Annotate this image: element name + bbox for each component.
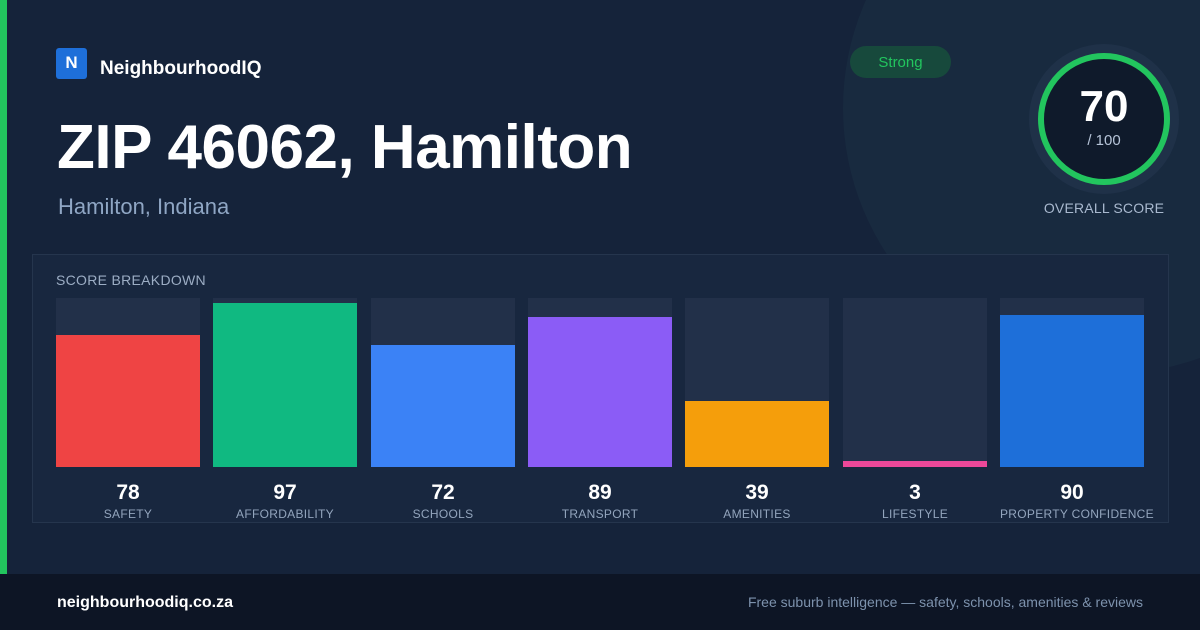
score-bar-transport: 89 TRANSPORT [528, 298, 672, 521]
footer-tagline: Free suburb intelligence — safety, schoo… [747, 594, 1143, 610]
bar-fill [528, 317, 672, 467]
bar-track [843, 298, 987, 467]
footer-url[interactable]: neighbourhoodiq.co.za [57, 594, 233, 611]
share-card: N NeighbourhoodIQ ZIP 46062, Hamilton Ha… [0, 0, 1179, 574]
score-bar-property-confidence: 90 PROPERTY CONFIDENCE [1000, 298, 1154, 521]
score-breakdown-title: SCORE BREAKDOWN [56, 272, 206, 288]
bar-value: 90 [1060, 481, 1084, 504]
bar-track [213, 298, 357, 467]
overall-score-ring [1029, 44, 1179, 194]
brand-name: NeighbourhoodIQ [100, 58, 262, 79]
bar-fill [685, 401, 829, 467]
bar-value: 39 [745, 481, 769, 504]
score-bar-safety: 78 SAFETY [56, 298, 200, 521]
score-bar-affordability: 97 AFFORDABILITY [213, 298, 357, 521]
bar-fill [371, 345, 515, 467]
page-subtitle: Hamilton, Indiana [58, 194, 230, 219]
status-badge: Strong [850, 46, 951, 78]
score-bar-lifestyle: 3 LIFESTYLE [843, 298, 987, 521]
bar-value: 3 [909, 481, 921, 504]
bar-track [685, 298, 829, 467]
score-bar-schools: 72 SCHOOLS [371, 298, 515, 521]
bar-value: 89 [588, 481, 612, 504]
bar-label: AMENITIES [723, 507, 791, 521]
bar-track [528, 298, 672, 467]
bar-fill [213, 303, 357, 467]
brand: N NeighbourhoodIQ [56, 46, 261, 80]
footer: neighbourhoodiq.co.za Free suburb intell… [0, 574, 1200, 630]
bar-fill [843, 461, 987, 467]
overall-score-value: 70 [1079, 82, 1129, 131]
bar-value: 97 [273, 481, 297, 504]
bar-label: SAFETY [103, 507, 153, 521]
bar-fill [56, 335, 200, 467]
bar-track [371, 298, 515, 467]
bar-value: 78 [116, 481, 140, 504]
bar-label: SCHOOLS [412, 507, 474, 521]
score-breakdown-panel: SCORE BREAKDOWN 78 SAFETY 97 AFFORDABILITY 7… [32, 254, 1169, 523]
bar-fill [1000, 315, 1144, 467]
brand-logo-icon: N [56, 47, 87, 79]
score-ring-arc [1038, 53, 1170, 185]
overall-score-label: OVERALL SCORE [1043, 200, 1165, 216]
bar-label: TRANSPORT [561, 507, 639, 521]
bar-label: PROPERTY CONFIDENCE [1000, 507, 1154, 521]
bar-label: LIFESTYLE [881, 507, 949, 521]
bar-label: AFFORDABILITY [236, 507, 334, 521]
accent-bar [0, 0, 7, 574]
score-bar-amenities: 39 AMENITIES [685, 298, 829, 521]
bar-value: 72 [431, 481, 455, 504]
page-title: ZIP 46062, Hamilton [57, 113, 633, 182]
bar-track [56, 298, 200, 467]
overall-score-max: / 100 [1087, 132, 1121, 149]
bar-track [1000, 298, 1144, 467]
